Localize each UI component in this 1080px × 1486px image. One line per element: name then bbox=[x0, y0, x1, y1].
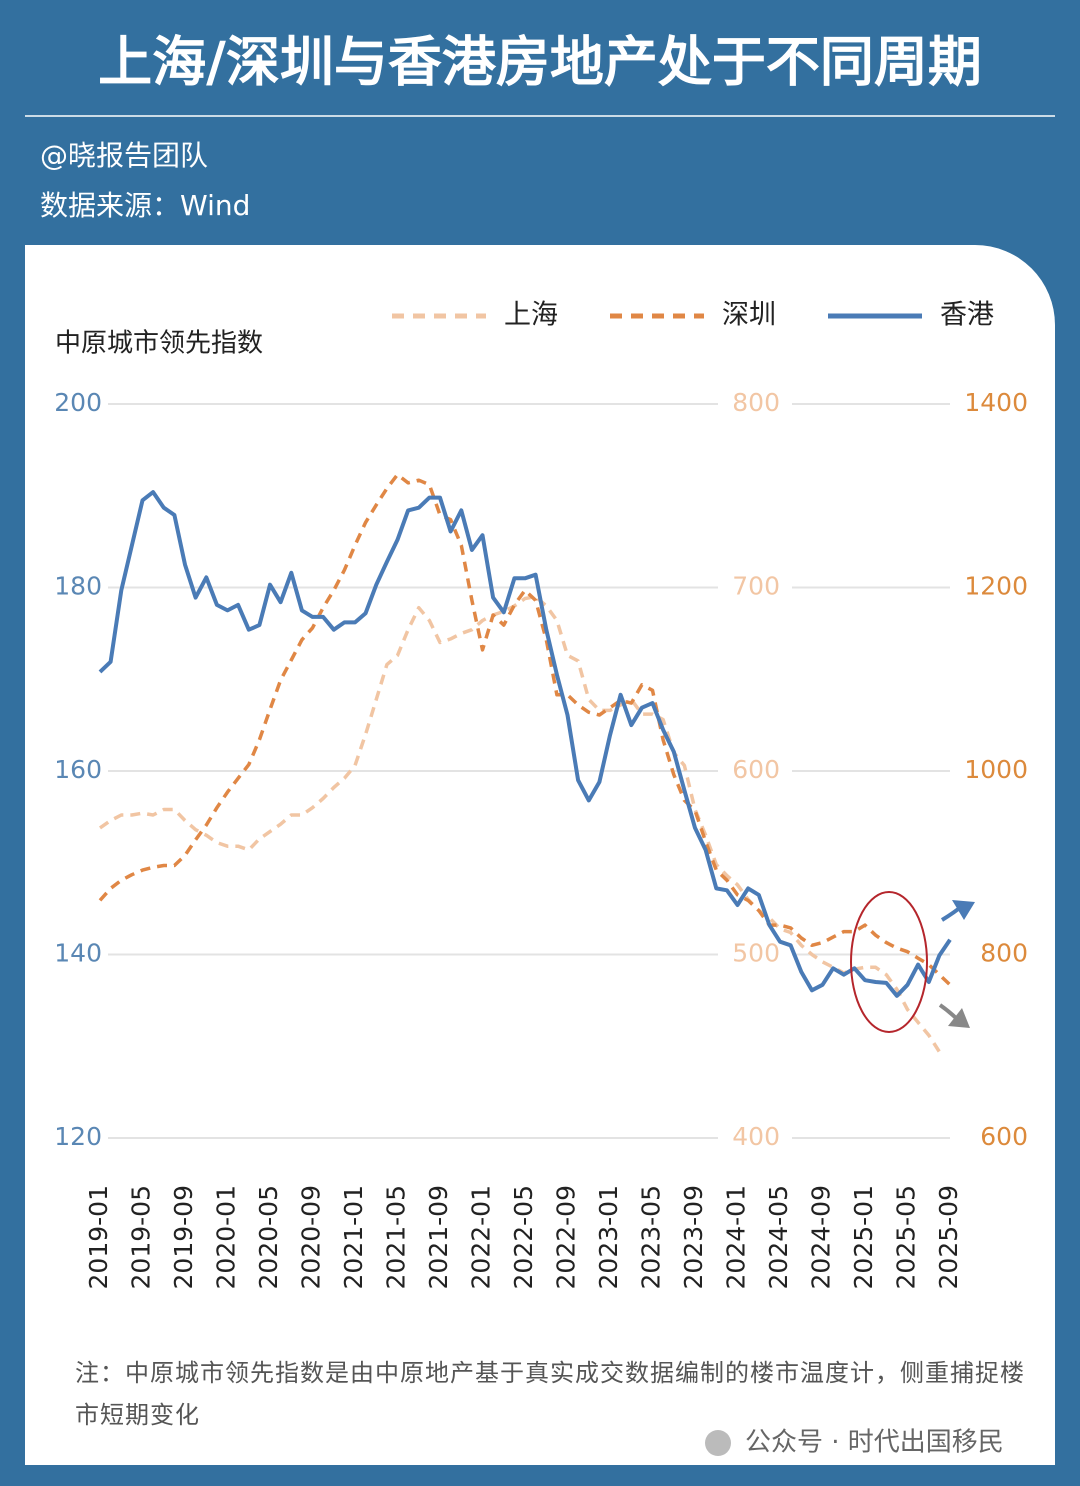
y-tick-label: 400 bbox=[732, 1122, 780, 1151]
x-tick-label: 2023-09 bbox=[679, 1185, 708, 1289]
x-tick-label: 2021-09 bbox=[424, 1185, 453, 1289]
x-tick-label: 2019-09 bbox=[169, 1185, 198, 1289]
y-tick-label: 120 bbox=[54, 1122, 102, 1151]
x-tick-label: 2025-05 bbox=[892, 1185, 921, 1289]
y-tick-label: 800 bbox=[980, 939, 1028, 968]
x-tick-label: 2025-01 bbox=[849, 1185, 878, 1289]
x-tick-label: 2024-09 bbox=[807, 1185, 836, 1289]
x-tick-label: 2025-09 bbox=[934, 1185, 963, 1289]
y-tick-label: 800 bbox=[732, 388, 780, 417]
author: @晓报告团队 bbox=[40, 139, 208, 172]
y-tick-label: 140 bbox=[54, 939, 102, 968]
y-tick-label: 1200 bbox=[964, 572, 1028, 601]
x-tick-label: 2022-09 bbox=[552, 1185, 581, 1289]
y-axis-title: 中原城市领先指数 bbox=[55, 329, 263, 359]
x-tick-label: 2020-09 bbox=[297, 1185, 326, 1289]
legend-label: 香港 bbox=[940, 300, 994, 331]
x-tick-label: 2022-01 bbox=[467, 1185, 496, 1289]
x-tick-label: 2024-05 bbox=[764, 1185, 793, 1289]
y-tick-label: 600 bbox=[732, 755, 780, 784]
note: 注：中原城市领先指数是由中原地产基于真实成交数据编制的楼市温度计，侧重捕捉楼市短… bbox=[75, 1359, 1025, 1429]
y-tick-label: 700 bbox=[732, 572, 780, 601]
x-tick-label: 2023-05 bbox=[637, 1185, 666, 1289]
y-tick-label: 600 bbox=[980, 1122, 1028, 1151]
up-arrow-head bbox=[952, 900, 975, 920]
series-line bbox=[98, 490, 952, 998]
x-tick-label: 2022-05 bbox=[509, 1185, 538, 1289]
y-tick-label: 200 bbox=[54, 388, 102, 417]
down-arrow-head bbox=[948, 1008, 970, 1028]
x-tick-label: 2020-05 bbox=[254, 1185, 283, 1289]
y-tick-label: 1400 bbox=[964, 388, 1028, 417]
legend-label: 上海 bbox=[504, 300, 558, 331]
note-box: 注：中原城市领先指数是由中原地产基于真实成交数据编制的楼市温度计，侧重捕捉楼市短… bbox=[75, 1359, 1025, 1429]
x-tick-label: 2020-01 bbox=[212, 1185, 241, 1289]
watermark: 公众号 · 时代出国移民 bbox=[745, 1428, 1004, 1458]
x-tick-label: 2019-01 bbox=[84, 1185, 113, 1289]
y-tick-label: 1000 bbox=[964, 755, 1028, 784]
series-line bbox=[98, 594, 941, 1053]
x-tick-label: 2024-01 bbox=[722, 1185, 751, 1289]
x-tick-label: 2023-01 bbox=[594, 1185, 623, 1289]
title: 上海/深圳与香港房地产处于不同周期 bbox=[98, 31, 982, 94]
panel bbox=[25, 245, 1055, 1465]
y-tick-label: 160 bbox=[54, 755, 102, 784]
highlight-ellipse bbox=[850, 891, 928, 1033]
plot: 120 140 160 180 200 400 500 600 700 800 600 800 1000… bbox=[54, 300, 1028, 1290]
y-tick-label: 500 bbox=[732, 939, 780, 968]
wechat-icon bbox=[705, 1430, 731, 1456]
x-tick-label: 2021-01 bbox=[339, 1185, 368, 1289]
x-tick-label: 2021-05 bbox=[382, 1185, 411, 1289]
source: 数据来源：Wind bbox=[40, 189, 250, 222]
x-tick-label: 2019-05 bbox=[127, 1185, 156, 1289]
legend-label: 深圳 bbox=[722, 300, 776, 331]
y-tick-label: 180 bbox=[54, 572, 102, 601]
